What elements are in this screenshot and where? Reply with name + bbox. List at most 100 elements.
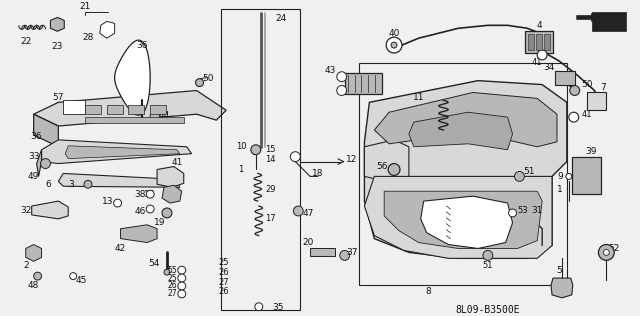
Circle shape (291, 152, 300, 161)
Text: 41: 41 (171, 158, 182, 167)
Polygon shape (162, 185, 182, 203)
Circle shape (337, 72, 347, 82)
Text: 41: 41 (581, 110, 592, 119)
Bar (587, 93, 606, 110)
Text: 2: 2 (23, 261, 29, 270)
Text: 51: 51 (524, 167, 535, 176)
Text: 29: 29 (266, 185, 276, 194)
Text: 5: 5 (556, 266, 562, 275)
Polygon shape (150, 112, 160, 122)
Polygon shape (58, 173, 180, 187)
Text: 8: 8 (426, 288, 431, 296)
Text: 51: 51 (483, 261, 493, 270)
Circle shape (70, 273, 77, 280)
Text: 24: 24 (275, 14, 286, 23)
Text: 32: 32 (20, 206, 31, 216)
Text: 33: 33 (28, 152, 40, 161)
Text: 39: 39 (586, 147, 597, 156)
Text: 28: 28 (83, 33, 93, 42)
Circle shape (162, 208, 172, 218)
Text: 23: 23 (52, 42, 63, 51)
Circle shape (178, 290, 186, 298)
Text: 35: 35 (273, 303, 284, 312)
Bar (107, 105, 122, 114)
Text: FR.: FR. (595, 16, 615, 26)
Bar (85, 117, 184, 123)
Bar (310, 248, 335, 256)
Circle shape (178, 266, 186, 274)
Polygon shape (34, 114, 58, 147)
Circle shape (337, 86, 347, 95)
Text: 8L09-B3500E: 8L09-B3500E (456, 305, 520, 315)
Text: 26: 26 (218, 268, 228, 277)
Bar (150, 105, 166, 114)
Bar (345, 73, 382, 94)
Text: 45: 45 (76, 276, 87, 285)
Circle shape (570, 86, 580, 95)
Text: 12: 12 (346, 155, 357, 164)
Text: 26: 26 (218, 288, 228, 296)
Text: 9: 9 (557, 172, 563, 181)
Bar (572, 157, 602, 194)
Circle shape (569, 112, 579, 122)
Text: 18: 18 (312, 169, 324, 178)
Polygon shape (551, 278, 573, 298)
Text: 25: 25 (218, 258, 228, 267)
Bar (536, 34, 542, 50)
Circle shape (604, 249, 609, 255)
Circle shape (598, 245, 614, 260)
Circle shape (255, 303, 263, 311)
Circle shape (146, 190, 154, 198)
Text: 10: 10 (236, 142, 246, 151)
Text: 38: 38 (134, 190, 146, 199)
Polygon shape (374, 93, 557, 147)
Polygon shape (32, 201, 68, 219)
Text: 11: 11 (413, 93, 424, 102)
Circle shape (178, 282, 186, 290)
Text: 1: 1 (557, 185, 563, 194)
Polygon shape (65, 146, 180, 159)
Polygon shape (364, 176, 552, 258)
Circle shape (146, 205, 154, 213)
Text: 30: 30 (433, 218, 444, 227)
Text: 26: 26 (167, 282, 177, 290)
Bar (360, 63, 567, 285)
Polygon shape (34, 90, 226, 126)
Polygon shape (577, 14, 606, 21)
Polygon shape (364, 81, 567, 258)
Text: 36: 36 (30, 132, 42, 141)
Circle shape (388, 164, 400, 175)
Circle shape (251, 145, 260, 155)
Text: 36: 36 (136, 40, 148, 50)
Text: 19: 19 (154, 218, 166, 227)
Text: 27: 27 (218, 277, 228, 287)
Polygon shape (26, 245, 42, 261)
Polygon shape (36, 150, 42, 176)
Polygon shape (115, 40, 150, 115)
Text: 1: 1 (238, 165, 244, 174)
Circle shape (164, 269, 170, 275)
Bar (525, 31, 553, 53)
Circle shape (509, 209, 516, 217)
Text: 34: 34 (543, 63, 555, 72)
Text: 47: 47 (303, 210, 314, 218)
Circle shape (515, 172, 524, 181)
Polygon shape (591, 11, 626, 31)
Text: 48: 48 (28, 281, 39, 289)
Text: 53: 53 (517, 206, 528, 216)
Polygon shape (51, 17, 64, 31)
Circle shape (566, 173, 572, 179)
Polygon shape (384, 191, 542, 248)
Text: 14: 14 (266, 155, 276, 164)
Text: 54: 54 (148, 259, 160, 268)
Polygon shape (120, 225, 157, 243)
Polygon shape (364, 140, 409, 183)
Text: 50: 50 (581, 80, 593, 89)
Polygon shape (42, 140, 191, 164)
Circle shape (537, 50, 547, 60)
Text: 25: 25 (167, 274, 177, 283)
Bar (555, 71, 575, 85)
Circle shape (391, 42, 397, 48)
Text: 37: 37 (346, 248, 357, 257)
Polygon shape (100, 21, 115, 38)
